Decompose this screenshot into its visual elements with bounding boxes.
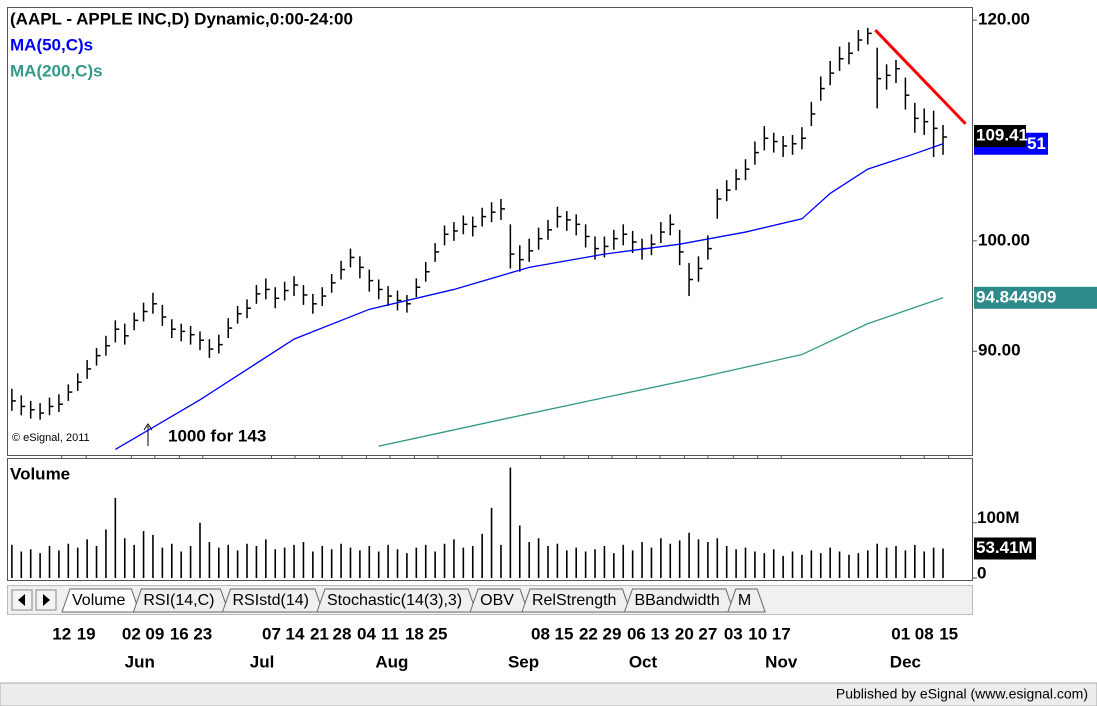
- x-tick-label: 21: [310, 624, 329, 643]
- tab-label: OBV: [480, 592, 514, 609]
- tab[interactable]: [727, 588, 766, 613]
- x-tick-label: 14: [286, 624, 305, 643]
- tab[interactable]: [623, 588, 735, 613]
- x-tick-label: 22: [579, 624, 598, 643]
- tab-label: RSI(14,C): [143, 592, 214, 609]
- tab[interactable]: [316, 588, 477, 613]
- x-tick-label: 19: [77, 624, 96, 643]
- volume-title: Volume: [10, 464, 70, 483]
- arrow-icon: [43, 594, 50, 606]
- month-label: Sep: [508, 652, 539, 671]
- ma-line: [115, 143, 944, 451]
- y-tick-label: 120.00: [978, 10, 1030, 29]
- x-tick-label: 29: [602, 624, 621, 643]
- x-tick-label: 28: [333, 624, 352, 643]
- tab-label: RSIstd(14): [233, 592, 309, 609]
- month-label: Oct: [629, 652, 658, 671]
- tab[interactable]: [469, 588, 529, 613]
- tab-bar: Volume RSI(14,C) RSIstd(14) Stochastic(14(3…: [7, 585, 973, 615]
- last-volume-label: 53.41M: [976, 538, 1033, 557]
- tab[interactable]: [521, 588, 632, 613]
- x-tick-label: 08: [915, 624, 934, 643]
- x-tick-label: 03: [724, 624, 743, 643]
- annotation: 1000 for 143: [168, 426, 266, 445]
- x-tick-label: 11: [381, 624, 399, 643]
- x-tick-label: 10: [748, 624, 767, 643]
- arrow-icon: [18, 594, 25, 606]
- tab-label: Volume: [72, 592, 125, 609]
- legend-entry: MA(200,C)s: [10, 61, 103, 80]
- ma-line: [378, 297, 944, 447]
- x-tick-label: 13: [650, 624, 669, 643]
- ma50-value-label: 51: [1027, 134, 1046, 153]
- footer-bar: [0, 682, 1097, 706]
- x-tick-label: 01: [891, 624, 910, 643]
- chart-title: (AAPL - APPLE INC,D) Dynamic,0:00-24:00: [10, 9, 353, 28]
- month-label: Dec: [890, 652, 921, 671]
- last-price-label: 109.41: [976, 126, 1028, 145]
- x-tick-label: 15: [555, 624, 574, 643]
- copyright: © eSignal, 2011: [12, 432, 90, 444]
- x-tick-label: 23: [193, 624, 212, 643]
- tab[interactable]: [221, 588, 324, 613]
- x-tick-label: 15: [939, 624, 958, 643]
- split-arrow: [143, 423, 153, 446]
- y-tick-label: 0: [977, 563, 986, 582]
- y-tick-label: 100.00: [978, 230, 1030, 249]
- month-label: Nov: [765, 652, 798, 671]
- x-tick-label: 04: [357, 624, 376, 643]
- tab-label: BBandwidth: [634, 592, 719, 609]
- ma200-value-box: [974, 286, 1097, 309]
- x-tick-label: 16: [170, 624, 189, 643]
- x-tick-label: 25: [428, 624, 447, 643]
- price-plot: [11, 27, 948, 451]
- month-label: Jul: [250, 652, 275, 671]
- x-tick-label: 08: [531, 624, 550, 643]
- month-label: Jun: [125, 652, 155, 671]
- price-panel: [7, 7, 973, 456]
- x-tick-label: 12: [52, 624, 71, 643]
- x-tick-label: 18: [405, 624, 424, 643]
- footer: Published by eSignal (www.esignal.com): [836, 686, 1088, 702]
- x-tick-label: 17: [772, 624, 791, 643]
- tab[interactable]: [132, 588, 230, 613]
- last-volume-box: [974, 537, 1036, 560]
- tab-label: RelStrength: [532, 592, 617, 609]
- x-tick-label: 27: [698, 624, 717, 643]
- last-price-box: [974, 125, 1026, 148]
- tab-label: M: [738, 592, 751, 609]
- month-label: Aug: [375, 652, 408, 671]
- x-tick-label: 02: [122, 624, 141, 643]
- ma200-value-label: 94.844909: [976, 287, 1056, 306]
- y-tick-label: 90.00: [978, 341, 1021, 360]
- x-tick-label: 06: [627, 624, 646, 643]
- x-tick-label: 20: [675, 624, 694, 643]
- x-tick-label: 07: [262, 624, 281, 643]
- tab[interactable]: [61, 588, 141, 613]
- legend-entry: MA(50,C)s: [10, 35, 93, 54]
- y-tick-label: 100M: [977, 508, 1020, 527]
- trendline: [874, 29, 967, 125]
- tab-label: Stochastic(14(3),3): [327, 592, 462, 609]
- x-tick-label: 09: [145, 624, 164, 643]
